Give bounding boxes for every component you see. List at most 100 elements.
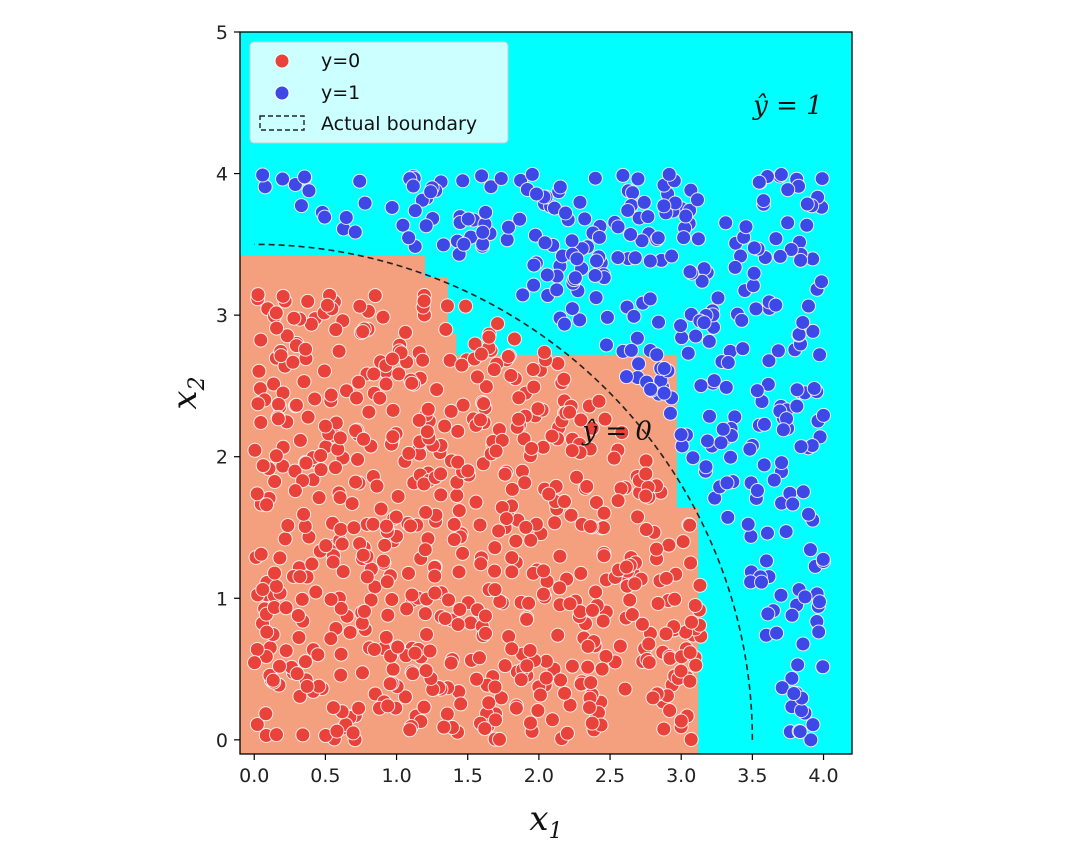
point-y=0 (564, 443, 580, 459)
point-y=0 (344, 496, 360, 512)
point-y=0 (333, 667, 349, 683)
point-y=1 (656, 385, 672, 401)
point-y=0 (487, 563, 503, 579)
point-y=0 (682, 673, 698, 689)
point-y=1 (812, 347, 828, 363)
point-y=0 (404, 375, 420, 391)
x-tick-label: 1.0 (381, 765, 411, 787)
point-y=0 (436, 719, 452, 735)
point-y=0 (310, 647, 326, 663)
point-y=0 (268, 727, 284, 743)
point-y=0 (675, 534, 691, 550)
point-y=1 (275, 171, 291, 187)
point-y=0 (453, 696, 469, 712)
point-y=0 (411, 412, 427, 428)
point-y=0 (292, 432, 308, 448)
point-y=0 (288, 397, 304, 413)
point-y=1 (792, 724, 808, 740)
point-y=0 (508, 700, 524, 716)
point-y=0 (359, 569, 375, 585)
point-y=0 (316, 363, 332, 379)
point-y=0 (354, 665, 370, 681)
point-y=0 (573, 565, 589, 581)
point-y=0 (351, 700, 367, 716)
point-y=1 (803, 732, 819, 748)
point-y=1 (702, 408, 718, 424)
point-y=1 (735, 341, 751, 357)
point-y=0 (366, 366, 382, 382)
point-y=1 (347, 224, 363, 240)
point-y=0 (562, 596, 578, 612)
point-y=0 (427, 568, 443, 584)
point-y=0 (298, 341, 314, 357)
point-y=1 (773, 587, 789, 603)
point-y=1 (500, 219, 516, 235)
point-y=0 (375, 309, 391, 325)
point-y=1 (761, 353, 777, 369)
point-y=0 (553, 672, 569, 688)
point-y=0 (296, 374, 312, 390)
point-y=0 (365, 516, 381, 532)
point-y=0 (661, 537, 677, 553)
point-y=1 (673, 318, 689, 334)
point-y=0 (249, 486, 265, 502)
point-y=0 (683, 732, 699, 748)
point-y=1 (572, 312, 588, 328)
point-y=0 (508, 533, 524, 549)
point-y=0 (304, 556, 320, 572)
point-y=0 (335, 564, 351, 580)
x-tick-label: 4.0 (808, 765, 838, 787)
point-y=1 (698, 459, 714, 475)
point-y=0 (486, 362, 502, 378)
x-tick-label: 2.0 (524, 765, 554, 787)
point-y=0 (402, 722, 418, 738)
point-y=0 (287, 483, 303, 499)
point-y=0 (350, 451, 366, 467)
point-y=1 (524, 166, 540, 182)
point-y=0 (429, 382, 445, 398)
point-y=0 (513, 672, 529, 688)
point-y=0 (294, 591, 310, 607)
point-y=1 (743, 528, 759, 544)
point-y=1 (784, 607, 800, 623)
point-y=1 (693, 378, 709, 394)
point-y=1 (773, 167, 789, 183)
y-tick-label: 3 (216, 305, 228, 327)
point-y=1 (567, 270, 583, 286)
point-y=0 (378, 629, 394, 645)
point-y=1 (753, 574, 769, 590)
point-y=1 (749, 483, 765, 499)
point-y=0 (291, 630, 307, 646)
point-y=0 (450, 617, 466, 633)
x-tick-label: 2.5 (595, 765, 625, 787)
point-y=0 (547, 515, 563, 531)
point-y=0 (249, 716, 265, 732)
point-y=0 (349, 390, 365, 406)
point-y=1 (815, 407, 831, 423)
point-y=1 (758, 553, 774, 569)
point-y=1 (673, 427, 689, 443)
point-y=0 (325, 700, 341, 716)
point-y=0 (469, 369, 485, 385)
point-y=1 (678, 208, 694, 224)
point-y=0 (286, 310, 302, 326)
point-y=1 (526, 257, 542, 273)
point-y=0 (380, 698, 396, 714)
y-tick-label: 0 (216, 730, 228, 752)
point-y=0 (255, 458, 271, 474)
point-y=1 (625, 185, 641, 201)
point-y=0 (584, 602, 600, 618)
point-y=0 (363, 592, 379, 608)
y-axis-label: x2 (165, 376, 210, 409)
point-y=0 (476, 396, 492, 412)
point-y=1 (564, 233, 580, 249)
point-y=0 (692, 577, 708, 593)
point-y=0 (290, 607, 306, 623)
point-y=1 (706, 373, 722, 389)
point-y=0 (518, 519, 534, 535)
point-y=0 (630, 509, 646, 525)
point-y=1 (630, 171, 646, 187)
point-y=1 (656, 360, 672, 376)
point-y=1 (626, 308, 642, 324)
point-y=0 (390, 488, 406, 504)
